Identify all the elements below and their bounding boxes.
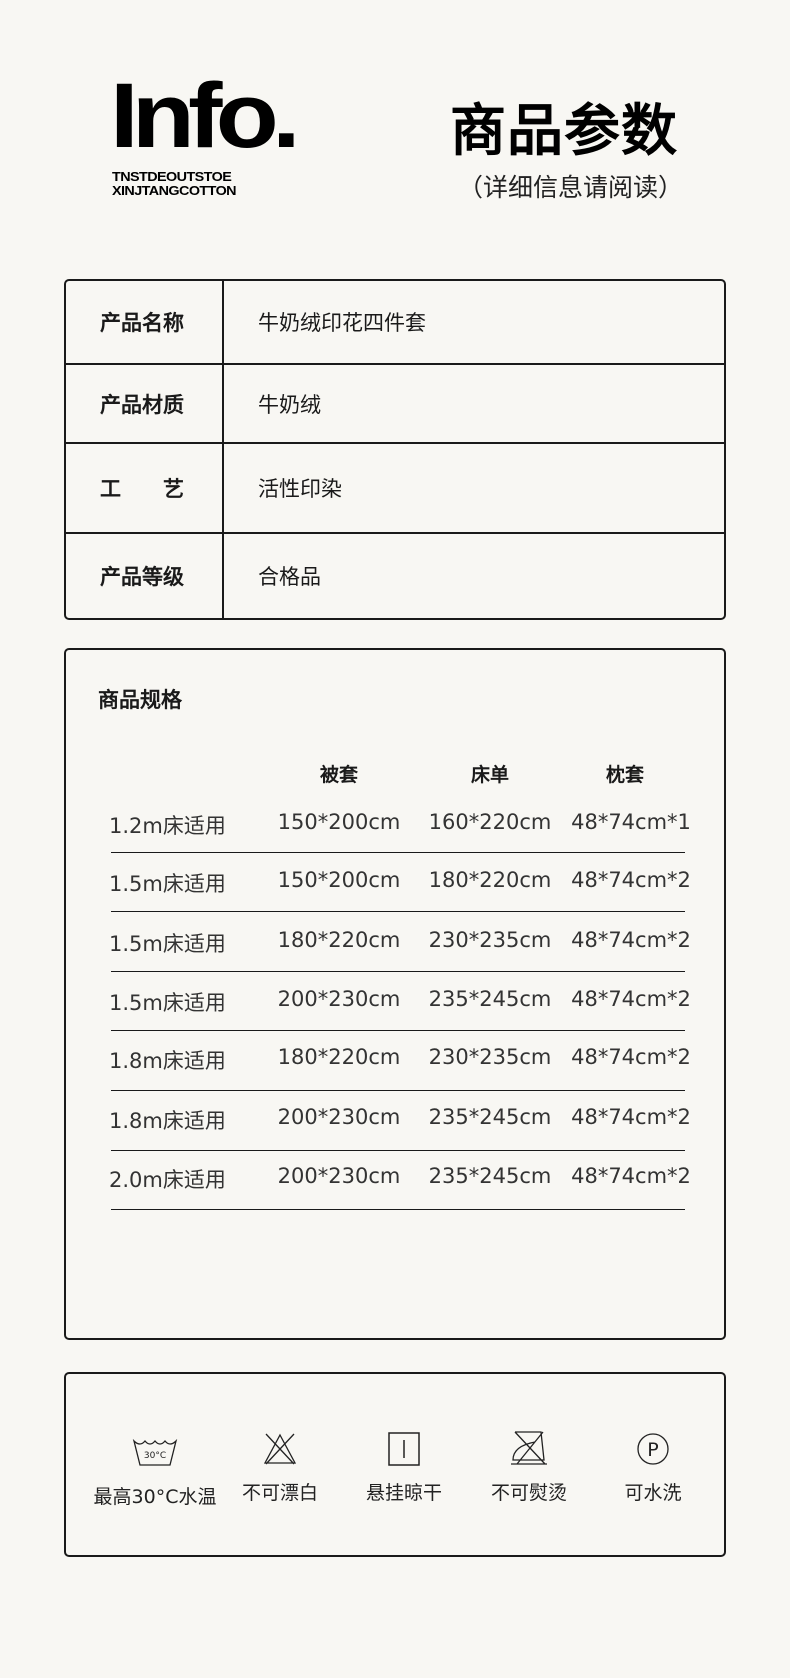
wash-30-icon: 30°C: [85, 1434, 225, 1472]
spec-cell: 230*235cm: [428, 928, 552, 952]
no-iron-icon: [459, 1430, 599, 1468]
spec-header: 枕套: [605, 764, 645, 786]
svg-text:P: P: [647, 1439, 658, 1461]
spec-cell: 48*74cm*2: [571, 868, 691, 892]
spec-cell: 150*200cm: [277, 810, 401, 834]
page-subtitle: （详细信息请阅读）: [458, 173, 684, 202]
spec-cell: 235*245cm: [428, 1105, 552, 1129]
spec-header: 被套: [319, 764, 359, 786]
spec-cell: 48*74cm*2: [571, 1164, 691, 1188]
spec-title: 商品规格: [98, 688, 182, 712]
divider: [111, 1150, 685, 1151]
divider: [111, 852, 685, 853]
divider: [111, 1090, 685, 1091]
care-label: 不可漂白: [241, 1482, 318, 1504]
dry-clean-p-icon: P: [583, 1430, 723, 1468]
spec-cell: 48*74cm*2: [571, 928, 691, 952]
spec-size-label: 1.5m床适用: [109, 872, 226, 896]
spec-cell: 180*220cm: [277, 1045, 401, 1069]
spec-cell: 48*74cm*2: [571, 987, 691, 1011]
info-value: 牛奶绒印花四件套: [258, 311, 426, 335]
spec-cell: 200*230cm: [277, 1164, 401, 1188]
divider: [111, 911, 685, 912]
spec-cell: 180*220cm: [277, 928, 401, 952]
spec-size-label: 1.2m床适用: [109, 814, 226, 838]
info-value: 活性印染: [258, 477, 342, 501]
info-row: 产品等级 合格品: [66, 534, 724, 618]
logo-subtext-2: XINJTANGCOTTON: [112, 184, 237, 198]
info-key: 产品名称: [66, 281, 224, 363]
spec-cell: 235*245cm: [428, 1164, 552, 1188]
spec-size-label: 2.0m床适用: [109, 1168, 226, 1192]
info-key: 产品材质: [66, 365, 224, 442]
care-label: 不可熨烫: [490, 1482, 567, 1504]
logo-subtext-1: TNSTDEOUTSTOE: [112, 170, 232, 184]
info-table: 产品名称 牛奶绒印花四件套产品材质 牛奶绒工 艺 活性印染产品等级 合格品: [64, 279, 726, 620]
spec-cell: 160*220cm: [428, 810, 552, 834]
care-item: 30°C 最高30°C水温: [85, 1434, 225, 1509]
spec-cell: 230*235cm: [428, 1045, 552, 1069]
spec-size-label: 1.5m床适用: [109, 932, 226, 956]
info-value: 合格品: [258, 565, 321, 589]
spec-cell: 150*200cm: [277, 868, 401, 892]
spec-cell: 200*230cm: [277, 987, 401, 1011]
info-row: 工 艺 活性印染: [66, 444, 724, 534]
care-item: 悬挂晾干: [334, 1430, 474, 1505]
svg-text:30°C: 30°C: [144, 1451, 166, 1461]
hang-dry-icon: [334, 1430, 474, 1468]
spec-table: 商品规格: [64, 648, 726, 1340]
care-item: P 可水洗: [583, 1430, 723, 1505]
care-label: 悬挂晾干: [365, 1482, 442, 1504]
divider: [111, 1030, 685, 1031]
care-item: 不可熨烫: [459, 1430, 599, 1505]
spec-cell: 48*74cm*1: [571, 810, 691, 834]
info-logo: Info.: [110, 65, 301, 167]
spec-cell: 200*230cm: [277, 1105, 401, 1129]
spec-cell: 48*74cm*2: [571, 1045, 691, 1069]
info-key: 工 艺: [66, 444, 224, 532]
spec-cell: 235*245cm: [428, 987, 552, 1011]
care-item: 不可漂白: [210, 1430, 350, 1505]
spec-cell: 48*74cm*2: [571, 1105, 691, 1129]
no-bleach-icon: [210, 1430, 350, 1468]
info-key: 产品等级: [66, 534, 224, 618]
spec-header: 床单: [470, 764, 510, 786]
page-title: 商品参数: [450, 99, 678, 164]
divider: [111, 971, 685, 972]
spec-cell: 180*220cm: [428, 868, 552, 892]
care-label: 最高30°C水温: [93, 1486, 217, 1508]
spec-size-label: 1.8m床适用: [109, 1049, 226, 1073]
spec-size-label: 1.5m床适用: [109, 991, 226, 1015]
care-label: 可水洗: [624, 1482, 682, 1504]
care-box: [64, 1372, 726, 1557]
divider: [111, 1209, 685, 1210]
info-row: 产品材质 牛奶绒: [66, 365, 724, 444]
spec-size-label: 1.8m床适用: [109, 1109, 226, 1133]
info-value: 牛奶绒: [258, 392, 321, 417]
info-row: 产品名称 牛奶绒印花四件套: [66, 281, 724, 365]
